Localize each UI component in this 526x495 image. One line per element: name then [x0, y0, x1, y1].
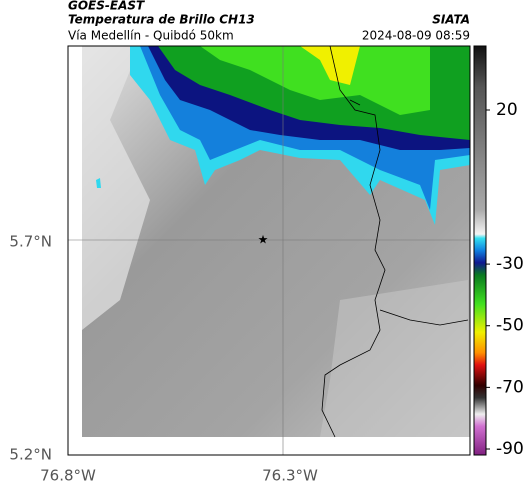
product: GOES-EAST [68, 0, 145, 13]
x-label: 76.8°W [40, 467, 96, 485]
timestamp: 2024-08-09 08:59 [362, 29, 470, 43]
svg-text:★: ★ [258, 233, 269, 247]
colorbar [473, 45, 487, 456]
colorbar-label: -30 [496, 254, 524, 274]
colorbar-label: -70 [496, 377, 524, 397]
subtitle: Vía Medellín - Quibdó 50km [68, 29, 234, 43]
x-label: 76.3°W [262, 467, 318, 485]
colorbar-label: -50 [496, 316, 524, 336]
colorbar-label: -90 [496, 439, 524, 459]
y-label: 5.2°N [9, 446, 52, 464]
colorbar-label: 20 [496, 100, 518, 120]
map-image: ★ [67, 45, 471, 456]
y-label: 5.7°N [9, 233, 52, 251]
title: Temperatura de Brillo CH13 [68, 13, 255, 27]
source: SIATA [432, 13, 470, 27]
colorbar-ticks: 20 -30 -50 -70 -90 [486, 100, 524, 459]
